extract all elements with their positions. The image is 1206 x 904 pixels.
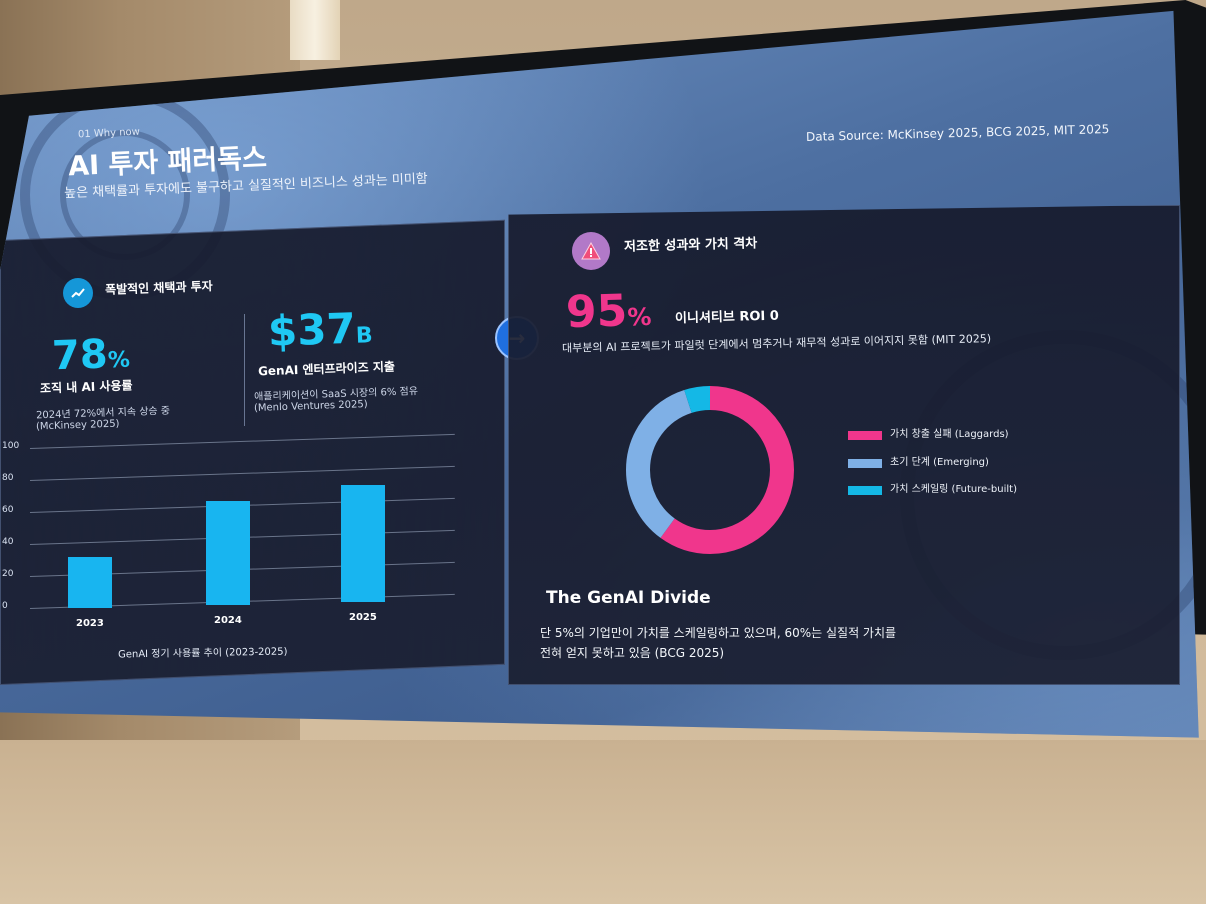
bar-2025 [341, 485, 385, 602]
bar-chart-ytick-label: 80 [2, 473, 14, 483]
trend-chart-icon [63, 278, 93, 308]
warning-triangle-icon [572, 232, 610, 270]
donut-slice-2 [626, 386, 794, 554]
performance-panel [508, 205, 1180, 685]
genai-divide-donut-chart [626, 386, 794, 554]
bar-chart-xtick-label: 2025 [349, 612, 377, 623]
legend-swatch-future-built [848, 486, 882, 495]
divide-title: The GenAI Divide [546, 588, 711, 608]
roi-zero-label: 이니셔티브 ROI 0 [674, 308, 780, 327]
wall-light [290, 0, 340, 60]
bar-chart-ytick-label: 20 [2, 569, 14, 579]
roi-zero-value: 95% [565, 285, 652, 339]
legend-swatch-emerging [848, 459, 882, 468]
bar-chart-ytick-label: 60 [2, 505, 14, 515]
legend-label-emerging: 초기 단계 (Emerging) [890, 457, 989, 468]
legend-label-laggards: 가치 창출 실패 (Laggards) [890, 429, 1009, 440]
legend-swatch-laggards [848, 431, 882, 440]
divide-text-line2: 전혀 얻지 못하고 있음 (BCG 2025) [540, 646, 725, 660]
bar-chart-ytick-label: 40 [2, 537, 14, 547]
bar-chart-caption: GenAI 정기 사용률 추이 (2023-2025) [117, 646, 288, 661]
legend-label-future-built: 가치 스케일링 (Future-built) [890, 484, 1017, 495]
stat-divider [244, 314, 245, 426]
bar-chart-gridline [29, 433, 455, 449]
bar-chart-gridline [29, 465, 455, 481]
bar-chart-ytick-label: 100 [2, 441, 20, 451]
performance-heading: 저조한 성과와 가치 격차 [623, 236, 758, 255]
bar-2023 [68, 556, 112, 608]
bar-chart-xtick-label: 2023 [76, 618, 104, 629]
donut-slice-1 [626, 386, 794, 554]
bar-chart-ytick-label: 0 [2, 601, 8, 611]
wall-lower [0, 740, 1206, 904]
bar-chart-xtick-label: 2024 [214, 615, 242, 626]
bar-2024 [206, 501, 250, 605]
divide-text-line1: 단 5%의 기업만이 가치를 스케일링하고 있으며, 60%는 실질적 가치를 [540, 626, 897, 640]
